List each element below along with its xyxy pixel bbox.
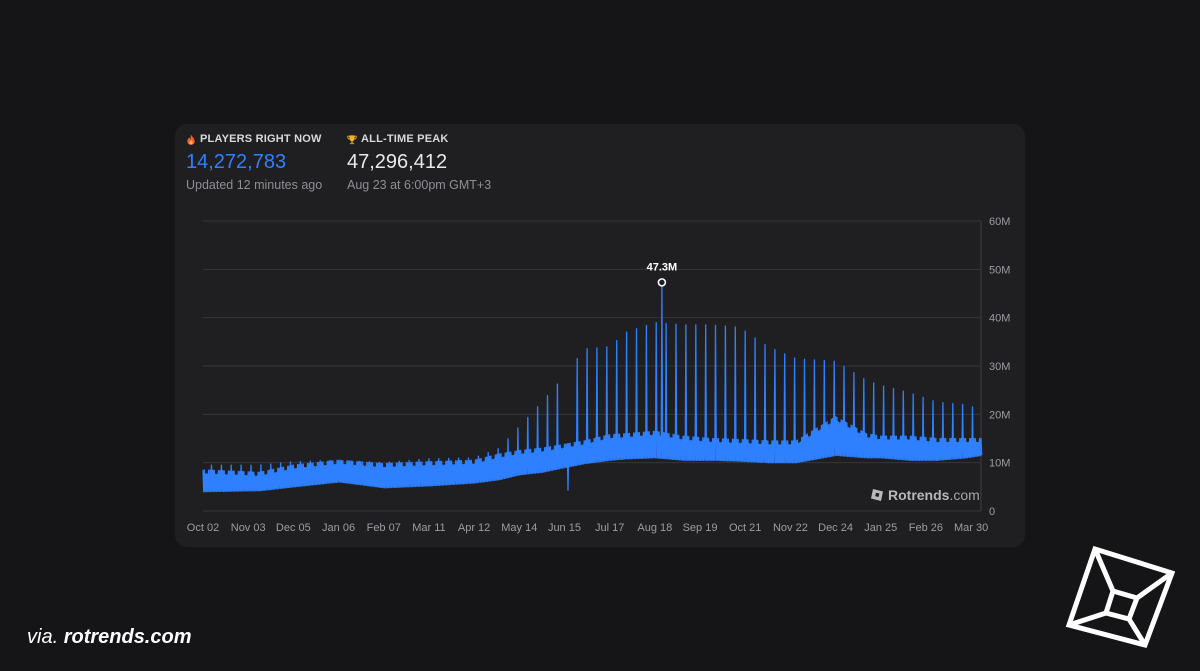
x-tick-label: Jan 06 <box>322 522 355 534</box>
players-line <box>202 281 983 493</box>
x-tick-label: Sep 19 <box>683 522 718 534</box>
updated-timestamp: Updated 12 minutes ago <box>186 178 323 192</box>
watermark-tld: .com <box>949 487 980 503</box>
x-tick-label: Mar 11 <box>412 522 445 534</box>
y-tick-label: 50M <box>989 264 1010 276</box>
x-tick-label: Nov 22 <box>773 522 808 534</box>
x-tick-label: Feb 26 <box>909 522 943 534</box>
x-axis: Oct 02 Nov 03 Dec 05 Jan 06 Feb 07 Mar 11 Apr … <box>187 522 988 534</box>
y-tick-label: 10M <box>989 458 1010 470</box>
x-tick-label: Jan 25 <box>864 522 897 534</box>
trophy-icon <box>347 134 357 144</box>
rotrends-watermark: Rotrends.com <box>870 487 980 503</box>
y-axis: 0 10M 20M 30M 40M 50M 60M <box>989 216 1010 518</box>
y-tick-label: 40M <box>989 313 1010 325</box>
all-time-peak-stat: ALL-TIME PEAK 47,296,412 Aug 23 at 6:00p… <box>347 132 491 192</box>
x-tick-label: Mar 30 <box>954 522 988 534</box>
stats-chart-card: 0 10M 20M 30M 40M 50M 60M Oct 02 Nov 03 Dec 05 Ja… <box>175 124 1025 547</box>
x-tick-label: Oct 02 <box>187 522 219 534</box>
peak-annotation: 47.3M <box>647 261 678 287</box>
rotrends-logo-icon <box>871 489 883 501</box>
source-credit: via. rotrends.com <box>27 626 192 649</box>
x-tick-label: Jun 15 <box>548 522 581 534</box>
x-tick-label: Apr 12 <box>458 522 490 534</box>
all-time-peak-value: 47,296,412 <box>347 151 448 173</box>
x-tick-label: Oct 21 <box>729 522 761 534</box>
x-tick-label: May 14 <box>501 522 537 534</box>
peak-timestamp: Aug 23 at 6:00pm GMT+3 <box>347 178 492 192</box>
players-right-now-stat: PLAYERS RIGHT NOW 14,272,783 Updated 12 … <box>186 132 322 192</box>
y-tick-label: 0 <box>989 506 995 518</box>
source-credit-site: rotrends.com <box>63 626 192 648</box>
watermark-brand: Rotrends <box>888 487 950 503</box>
x-tick-label: Dec 05 <box>276 522 311 534</box>
x-tick-label: Aug 18 <box>637 522 672 534</box>
y-tick-label: 30M <box>989 361 1010 373</box>
x-tick-label: Jul 17 <box>595 522 624 534</box>
players-right-now-value: 14,272,783 <box>186 151 287 173</box>
brand-cube-logo-icon <box>1065 545 1175 648</box>
x-tick-label: Dec 24 <box>818 522 853 534</box>
peak-marker <box>657 278 667 287</box>
y-tick-label: 20M <box>989 409 1010 421</box>
players-series <box>202 281 983 493</box>
all-time-peak-label: ALL-TIME PEAK <box>361 133 449 145</box>
y-tick-label: 60M <box>989 216 1010 228</box>
x-tick-label: Nov 03 <box>231 522 266 534</box>
peak-label: 47.3M <box>647 261 678 273</box>
players-right-now-label: PLAYERS RIGHT NOW <box>200 133 322 145</box>
player-count-chart: 0 10M 20M 30M 40M 50M 60M Oct 02 Nov 03 Dec 05 Ja… <box>187 216 1011 534</box>
x-tick-label: Feb 07 <box>367 522 401 534</box>
flame-icon <box>187 133 195 145</box>
source-credit-prefix: via. <box>27 626 59 648</box>
